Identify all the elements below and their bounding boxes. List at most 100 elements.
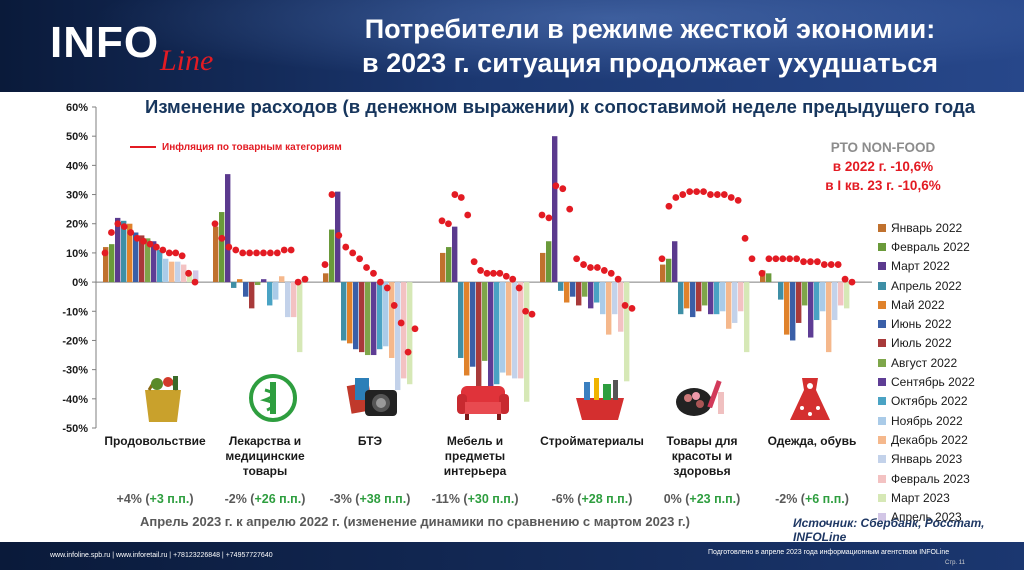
category-change: -2% (+6 п.п.) — [752, 492, 872, 506]
bar — [612, 282, 618, 315]
category-change-base: 0% ( — [663, 492, 690, 506]
bar — [347, 282, 353, 344]
inflation-point — [127, 229, 135, 236]
legend-item: Май 2022 — [878, 295, 975, 314]
inflation-point — [573, 255, 581, 263]
inflation-point — [114, 220, 122, 228]
legend-label: Октябрь 2022 — [891, 394, 968, 409]
category-change-base: -6% ( — [551, 492, 582, 506]
bar — [255, 282, 261, 286]
category-change-close: ) — [406, 492, 411, 506]
category-label: Мебель и предметы интерьера — [443, 434, 507, 478]
inflation-point — [363, 264, 370, 271]
legend-label: Ноябрь 2022 — [891, 413, 963, 428]
category-label: Лекарства и медицинские товары — [225, 434, 305, 478]
inflation-point — [239, 249, 247, 257]
inflation-point — [559, 185, 567, 193]
footer-contacts: www.infoline.spb.ru | www.inforetail.ru … — [50, 552, 273, 559]
header-glow — [0, 0, 1024, 92]
legend-item: Январь 2022 — [878, 218, 975, 237]
bar — [766, 273, 772, 283]
bar — [558, 282, 564, 291]
legend-label: Июнь 2022 — [891, 317, 952, 332]
inflation-point — [280, 246, 288, 254]
summary-label: РТО NON-FOOD — [830, 140, 936, 155]
page-title-line1: Потребители в режиме жесткой экономии: — [364, 14, 936, 44]
bar — [708, 282, 714, 315]
category-label: Продовольствие — [104, 434, 206, 448]
category-change-delta: +3 п.п. — [149, 492, 190, 506]
page-title: Потребители в режиме жесткой экономии: в… — [290, 12, 1010, 80]
legend-label: Март 2022 — [891, 259, 950, 274]
bar — [175, 261, 181, 283]
inflation-point — [445, 220, 452, 228]
inflation-point — [438, 217, 446, 225]
bar — [389, 282, 395, 358]
month-legend: Январь 2022 Февраль 2022 Март 2022 Апрель 2… — [878, 218, 975, 527]
inflation-point — [253, 249, 260, 257]
category-change-close: ) — [189, 492, 194, 506]
inflation-point — [294, 278, 302, 286]
inflation-point — [772, 255, 780, 263]
inflation-point — [335, 232, 343, 239]
inflation-point — [700, 188, 707, 196]
legend-swatch — [878, 223, 886, 232]
category-change-close: ) — [628, 492, 633, 506]
bar — [291, 282, 297, 318]
inflation-point — [191, 278, 199, 286]
inflation-point — [483, 269, 491, 277]
inflation-point — [464, 211, 472, 219]
inflation-point — [411, 325, 419, 333]
y-tick-label: 60% — [66, 102, 88, 114]
inflation-point — [120, 223, 128, 231]
inflation-point — [841, 275, 849, 283]
category-change-close: ) — [301, 492, 306, 506]
bar — [371, 282, 377, 356]
summary-line-2022: в 2022 г. -10,6% — [832, 159, 934, 174]
bar — [169, 261, 175, 283]
inflation-point — [477, 267, 484, 274]
summary-box: РТО NON-FOOD в 2022 г. -10,6% в I кв. 23… — [808, 138, 958, 195]
bar — [341, 282, 347, 341]
inflation-point — [260, 249, 267, 257]
inflation-point — [515, 284, 523, 292]
legend-swatch — [878, 378, 886, 387]
bar — [297, 282, 303, 353]
inflation-point — [211, 220, 219, 228]
inflation-point — [101, 249, 109, 257]
bar — [488, 282, 494, 391]
legend-item: Февраль 2023 — [878, 469, 975, 488]
inflation-legend-line — [130, 146, 156, 149]
footer-bar: www.infoline.spb.ru | www.inforetail.ru … — [0, 542, 1024, 570]
bar — [127, 223, 133, 283]
chart-title: Изменение расходов (в денежном выражении… — [145, 96, 975, 117]
legend-item: Сентябрь 2022 — [878, 372, 975, 391]
bottom-note: Апрель 2023 г. к апрелю 2022 г. (изменен… — [140, 514, 690, 529]
legend-swatch — [878, 320, 886, 329]
inflation-point — [686, 188, 694, 196]
bar — [726, 282, 732, 329]
category-change-delta: +6 п.п. — [804, 492, 845, 506]
sofa-icon — [455, 372, 511, 424]
legend-swatch — [878, 435, 886, 444]
y-tick-label: 0% — [72, 277, 88, 289]
bar — [145, 238, 151, 283]
bar — [666, 258, 672, 283]
inflation-point — [273, 249, 281, 257]
bar — [231, 282, 237, 288]
inflation-point — [693, 188, 701, 196]
inflation-point — [140, 237, 147, 245]
logo-script-text: Line — [160, 44, 214, 77]
inflation-point — [827, 261, 835, 268]
bar — [452, 226, 458, 283]
inflation-point — [451, 191, 459, 198]
bar — [157, 249, 163, 283]
legend-swatch — [878, 242, 886, 251]
bar — [243, 282, 249, 297]
bar — [552, 136, 558, 283]
inflation-point — [538, 211, 546, 219]
y-tick-label: 10% — [66, 248, 88, 260]
bar — [808, 282, 814, 338]
bar — [151, 241, 157, 283]
bar — [121, 220, 127, 283]
